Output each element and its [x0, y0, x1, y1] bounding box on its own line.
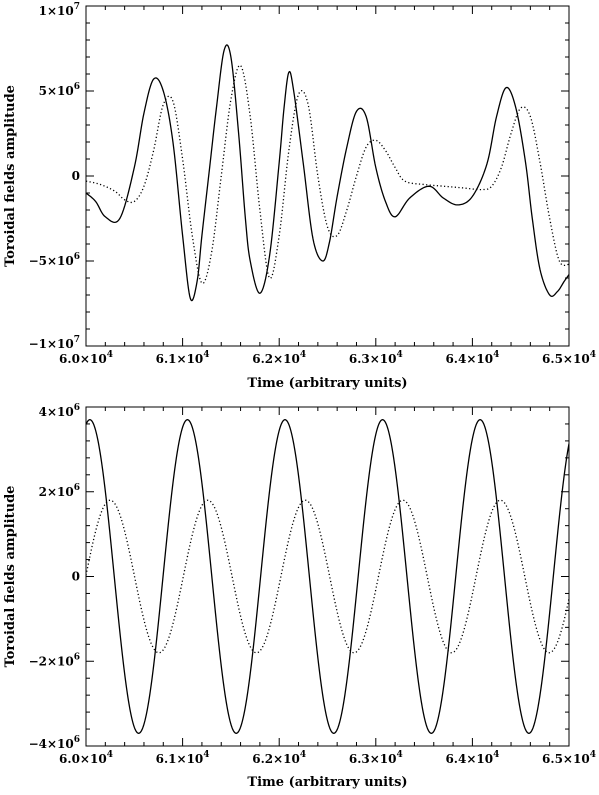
x-tick-label: 6.2×104: [252, 350, 306, 366]
solid-series-line: [86, 419, 569, 734]
x-axis-label: Time (arbitrary units): [247, 775, 407, 790]
y-tick-label: −5×106: [29, 252, 80, 268]
y-tick-label: −1×107: [29, 335, 80, 351]
y-axis-label: Toroidal fields amplitude: [3, 486, 18, 668]
y-tick-label: −4×106: [29, 735, 80, 751]
y-tick-label: 4×106: [39, 403, 80, 419]
x-tick-label: 6.4×104: [445, 750, 499, 766]
x-tick-label: 6.1×104: [156, 750, 210, 766]
y-tick-label: −2×106: [29, 652, 80, 668]
solid-series-line: [86, 44, 569, 302]
y-tick-label: 2×106: [39, 483, 80, 499]
top-panel: 6.0×104 6.1×104 6.2×104 6.3×104 6.4×104 6.5×1…: [3, 2, 596, 391]
x-tick-label: 6.2×104: [252, 750, 306, 766]
y-axis-label: Toroidal fields amplitude: [3, 85, 18, 267]
x-tick-label: 6.0×104: [59, 350, 113, 366]
x-axis-label: Time (arbitrary units): [247, 376, 407, 391]
y-tick-label: 1×107: [39, 2, 80, 18]
y-tick-label: 5×106: [39, 82, 80, 98]
x-tick-label: 6.5×104: [542, 750, 596, 766]
y-tick-label: 0: [72, 570, 80, 584]
x-tick-label: 6.1×104: [156, 350, 210, 366]
x-tick-label: 6.5×104: [542, 350, 596, 366]
plot-frame: [85, 5, 570, 347]
dotted-series-line: [86, 64, 569, 285]
bottom-panel: 6.0×104 6.1×104 6.2×104 6.3×104 6.4×104 6.5×1…: [3, 403, 596, 790]
x-tick-label: 6.0×104: [59, 750, 113, 766]
y-tick-label: 0: [72, 169, 80, 183]
dotted-series-line: [86, 499, 569, 654]
plot-frame: [85, 406, 570, 747]
x-tick-label: 6.3×104: [349, 750, 403, 766]
x-tick-label: 6.3×104: [349, 350, 403, 366]
x-tick-label: 6.4×104: [445, 350, 499, 366]
